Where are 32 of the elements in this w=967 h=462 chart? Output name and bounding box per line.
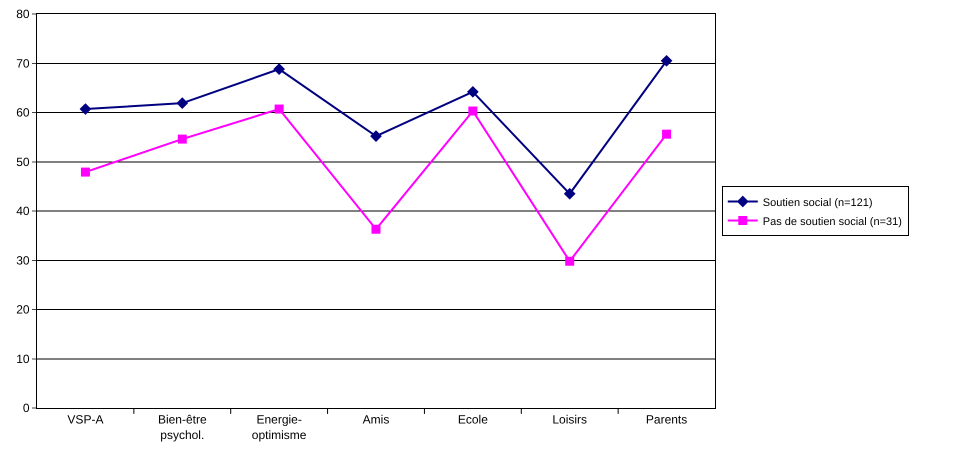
point [467,86,479,98]
x-tick-label: VSP-A [67,412,104,426]
x-tick-label: Ecole [458,412,488,426]
point [565,256,574,266]
y-tick-label: 80 [16,7,30,22]
point [273,63,285,76]
x-tick-label: Parents [646,412,688,426]
point [468,106,478,116]
x-tick-label: Amis [362,412,390,426]
point [660,54,672,67]
y-tick-label: 50 [16,154,30,169]
x-tick-label: Loisirs [552,412,588,426]
point [80,103,92,115]
y-tick-label: 40 [16,204,30,218]
legend-label: Soutien social (n=121) [762,196,873,209]
point [564,188,576,200]
y-tick-label: 20 [16,302,30,317]
point [176,97,188,109]
point [372,224,380,234]
y-tick-label: 10 [16,352,30,366]
point [178,134,187,144]
point [80,168,90,177]
x-tick-label: Bien-être psychol. [158,412,207,442]
legend-label: Pas de soutien social (n=31) [762,216,902,228]
point [662,130,672,139]
y-tick-label: 30 [16,253,30,268]
y-tick-label: 0 [22,401,30,416]
point [370,130,382,142]
x-tick-label: Energie-optimisme [252,412,307,442]
y-tick-label: 70 [16,56,30,70]
point [274,104,284,114]
y-tick-label: 60 [16,106,30,120]
